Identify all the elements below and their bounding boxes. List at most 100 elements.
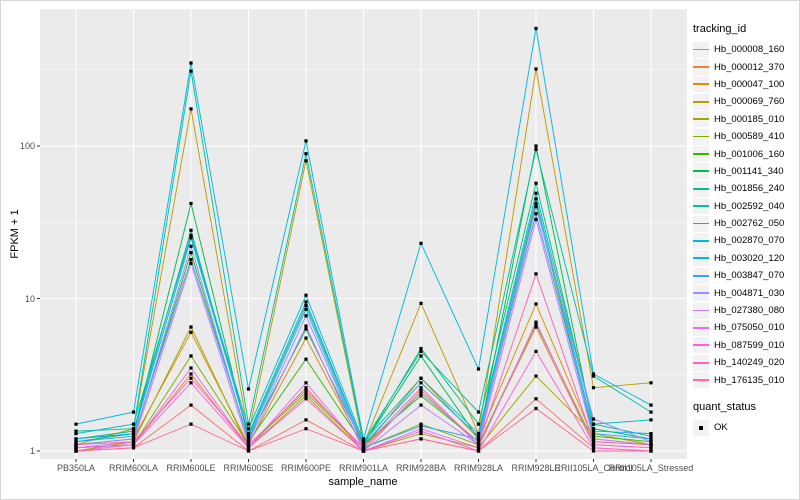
legend-item: Hb_002870_070 — [693, 232, 799, 249]
data-point — [476, 422, 481, 426]
legend-key — [693, 180, 709, 197]
legend-line-swatch — [693, 135, 709, 138]
data-point — [304, 303, 308, 308]
legend-key — [693, 302, 709, 319]
legend-item: Hb_002762_050 — [693, 215, 799, 232]
data-point — [304, 327, 308, 331]
data-point — [304, 300, 308, 304]
y-tick-label: 1 — [29, 446, 35, 456]
legend-item-label: Hb_001141_340 — [714, 165, 784, 177]
legend-line-swatch — [693, 170, 709, 173]
data-point — [591, 440, 596, 444]
data-point — [74, 443, 78, 447]
data-point — [189, 376, 193, 380]
legend-item-label: Hb_140249_020 — [714, 357, 785, 369]
legend-item: Hb_000008_160 — [693, 41, 799, 58]
legend-line-swatch — [693, 344, 709, 347]
data-point — [304, 394, 308, 398]
data-point — [419, 429, 423, 433]
data-point — [189, 330, 193, 334]
legend-key — [693, 215, 709, 232]
data-point — [534, 374, 538, 378]
data-point — [304, 427, 308, 431]
data-point — [649, 381, 653, 385]
data-point — [591, 386, 596, 390]
legend-line-swatch — [693, 83, 709, 86]
data-point — [419, 437, 423, 441]
data-point — [304, 388, 308, 392]
legend-item-ok: OK — [693, 419, 799, 436]
legend-key — [693, 267, 709, 284]
legend-item-label: Hb_002592_040 — [714, 200, 785, 212]
data-point — [534, 349, 538, 353]
data-point — [534, 147, 538, 151]
data-point — [74, 449, 78, 453]
data-point — [246, 434, 251, 438]
data-point — [131, 422, 136, 426]
data-point — [534, 201, 538, 206]
data-point — [534, 144, 538, 148]
data-point — [419, 424, 423, 428]
data-point — [591, 434, 596, 438]
data-point — [304, 324, 308, 328]
square-marker-icon — [699, 425, 703, 430]
data-point — [534, 325, 538, 329]
data-point — [649, 440, 653, 444]
data-point — [649, 432, 653, 436]
data-point — [649, 449, 653, 453]
data-point — [649, 410, 653, 414]
data-point — [189, 69, 193, 73]
legend-item-label: Hb_000008_160 — [714, 44, 785, 56]
legend-key — [693, 285, 709, 302]
y-tick-label: 100 — [19, 141, 35, 151]
legend-item: Hb_001141_340 — [693, 163, 799, 180]
data-point — [131, 440, 136, 444]
legend-key — [693, 59, 709, 76]
data-point — [131, 429, 136, 433]
data-point — [189, 233, 193, 237]
legend-key — [693, 41, 709, 58]
data-point — [591, 437, 596, 441]
data-point — [419, 346, 423, 351]
legend-key — [693, 111, 709, 128]
legend-item-label: Hb_087599_010 — [714, 339, 785, 351]
data-point — [591, 443, 596, 447]
data-point — [419, 432, 423, 436]
data-point — [476, 367, 481, 371]
legend-line-swatch — [693, 361, 709, 364]
legend-item: Hb_176135_010 — [693, 371, 799, 389]
data-point — [246, 422, 251, 426]
legend-key — [693, 232, 709, 249]
legend-item-label: Hb_004871_030 — [714, 287, 785, 299]
data-point — [534, 397, 538, 401]
legend-key — [693, 128, 709, 145]
data-point — [189, 257, 193, 262]
legend-item-list: Hb_000008_160 Hb_000012_370 Hb_000047_100 H… — [693, 41, 799, 389]
data-point — [534, 302, 538, 306]
data-point — [649, 403, 653, 407]
data-point — [476, 410, 481, 414]
data-point — [189, 261, 193, 265]
data-point — [189, 422, 193, 426]
data-point — [649, 437, 653, 441]
data-point — [591, 374, 596, 378]
legend-item-label: Hb_000012_370 — [714, 61, 785, 73]
legend-line-swatch — [693, 205, 709, 207]
legend-item: Hb_140249_020 — [693, 354, 799, 371]
legend-line-swatch — [693, 326, 709, 329]
data-point — [649, 446, 653, 450]
data-point — [419, 386, 423, 390]
legend-key — [693, 354, 709, 371]
data-point — [131, 443, 136, 447]
legend-item: Hb_075050_010 — [693, 319, 799, 336]
legend-item: Hb_000185_010 — [693, 111, 799, 128]
data-point — [591, 432, 596, 436]
data-point — [189, 381, 193, 385]
legend-line-swatch — [693, 379, 709, 381]
data-point — [74, 446, 78, 450]
legend-item-label: Hb_000069_760 — [714, 96, 785, 108]
data-point — [419, 391, 423, 395]
data-point — [131, 432, 136, 436]
data-point — [534, 191, 538, 195]
data-point — [591, 427, 596, 431]
